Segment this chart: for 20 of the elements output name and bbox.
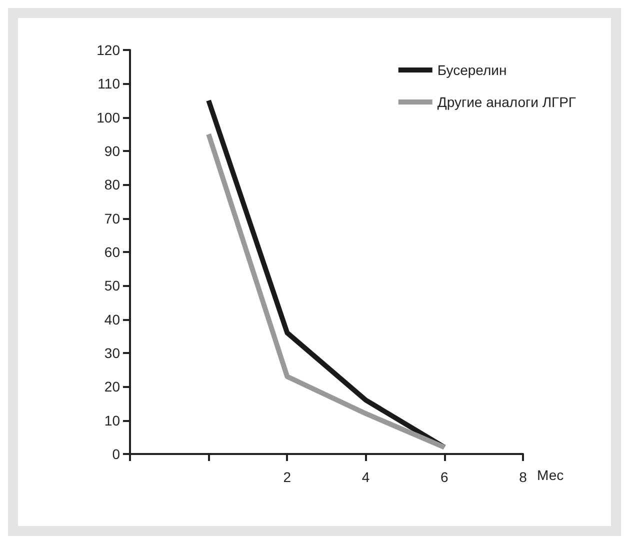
legend-label: Другие аналоги ЛГРГ	[437, 94, 576, 110]
y-tick-label: 70	[104, 210, 120, 226]
y-tick-label: 10	[104, 412, 120, 428]
y-tick-label: 80	[104, 176, 120, 193]
legend-label: Бусерелин	[437, 62, 507, 78]
x-axis-title: Мес	[537, 467, 564, 483]
y-tick-label: 120	[96, 42, 120, 58]
y-tick-label: 20	[104, 378, 120, 395]
y-tick-label: 110	[98, 76, 120, 92]
y-tick-label: 100	[96, 109, 120, 126]
x-tick-label: 8	[519, 469, 528, 485]
y-tick-label: 30	[104, 345, 120, 361]
y-tick-label: 90	[104, 143, 120, 159]
y-tick-label: 60	[104, 244, 120, 260]
x-tick-label: 6	[440, 469, 448, 485]
y-tick-label: 40	[104, 311, 120, 328]
y-tick-label: 50	[104, 278, 120, 294]
y-tick-label: 0	[112, 446, 120, 462]
x-tick-label: 4	[362, 469, 370, 485]
x-tick-label: 2	[283, 469, 292, 485]
